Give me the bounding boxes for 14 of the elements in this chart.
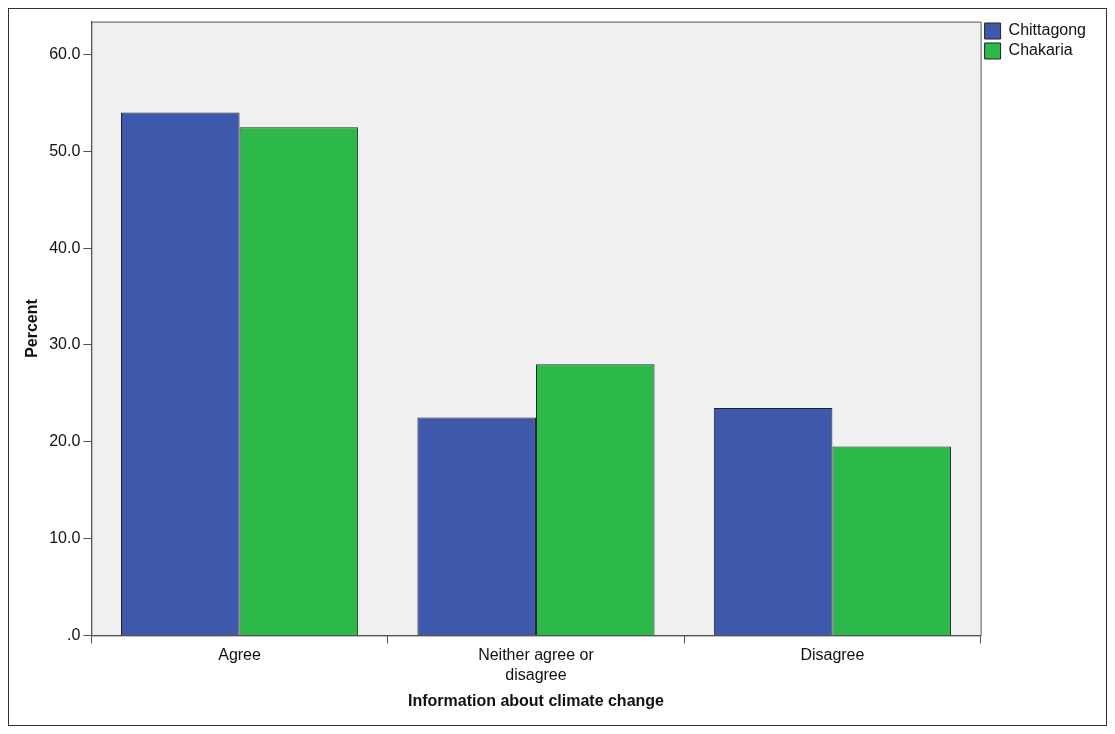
y-axis-title: Percent [23,298,41,358]
y-tick-label: 60.0 [49,44,81,62]
x-tick-label: Agree [218,646,261,664]
legend-label: Chittagong [1008,21,1086,39]
y-tick-label: 40.0 [49,238,81,256]
y-tick-label: 20.0 [49,432,81,450]
y-tick-label: .0 [67,625,81,643]
x-axis-title: Information about climate change [407,691,665,709]
x-tick-label: Disagree [800,646,865,664]
y-tick-label: 10.0 [49,528,81,546]
y-tick-label: 30.0 [49,335,81,353]
x-tick-label: Neither agree or disagree [478,646,595,683]
legend-label: Chakaria [1008,41,1073,59]
y-tick-label: 50.0 [49,141,81,159]
